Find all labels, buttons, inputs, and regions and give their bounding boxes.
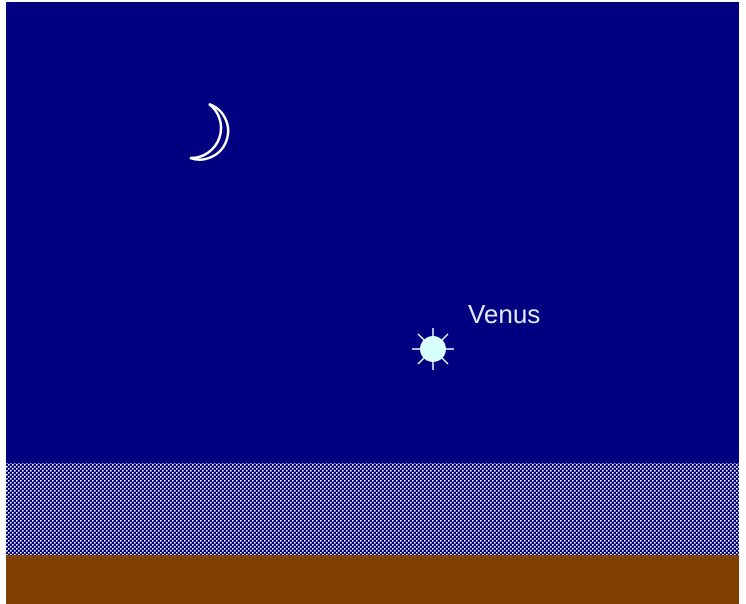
planet-label: Venus xyxy=(468,299,540,329)
horizon-haze xyxy=(6,463,739,555)
night-sky xyxy=(6,2,739,463)
sky-scene: Venus xyxy=(0,0,746,604)
page: Venus (() => { const data = JSON.parse(d… xyxy=(0,0,746,604)
ground xyxy=(6,555,739,604)
venus-planet xyxy=(412,328,454,370)
